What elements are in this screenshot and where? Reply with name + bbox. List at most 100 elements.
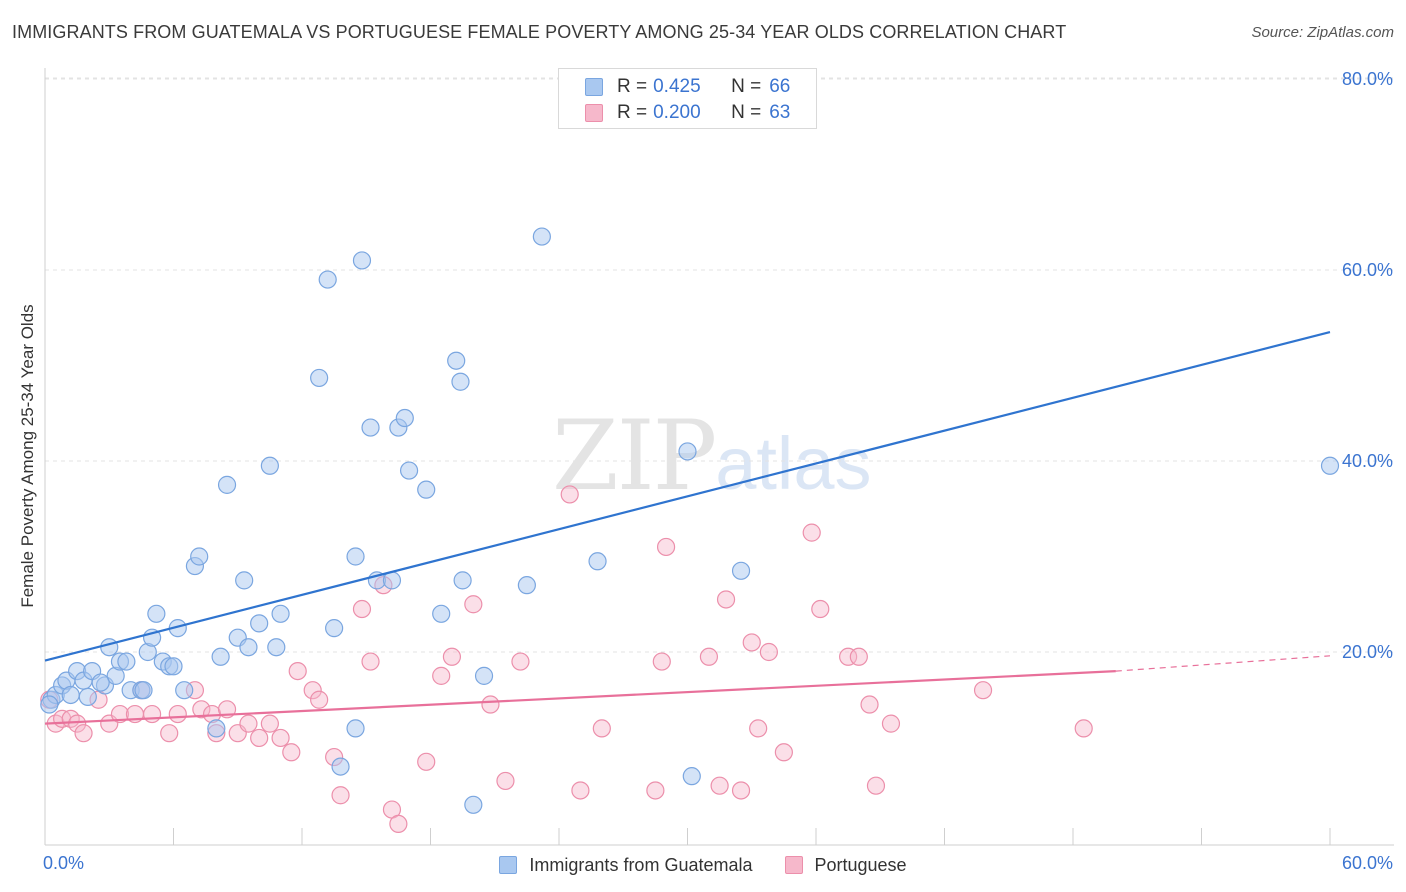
chart-title: IMMIGRANTS FROM GUATEMALA VS PORTUGUESE … [12,22,1067,42]
portuguese-point [442,647,462,666]
guatemala-point [310,368,329,388]
guatemala-point [678,442,697,461]
legend-swatch-portuguese [585,104,603,122]
portuguese-point [282,743,301,762]
guatemala-point [532,227,551,246]
portuguese-point [710,776,729,795]
guatemala-point [352,251,372,270]
guatemala-point [361,418,380,437]
guatemala-point [331,757,350,776]
guatemala-point [432,604,451,623]
portuguese-point [110,704,130,724]
guatemala-point [417,480,436,499]
n-label: N = [731,76,762,97]
legend-item-guatemala[interactable]: Immigrants from Guatemala [499,854,753,876]
guatemala-point [325,619,344,638]
portuguese-point [849,647,868,666]
portuguese-point [571,781,590,800]
portuguese-point [866,776,886,795]
guatemala-point [61,685,80,705]
guatemala-point [117,652,136,671]
guatemala-point [474,666,494,685]
guatemala-point [134,681,153,700]
portuguese-point [271,728,290,748]
guatemala-point [40,695,59,714]
series-legend: Immigrants from Guatemala Portuguese [0,852,1406,878]
guatemala-point [260,456,279,475]
legend-item-portuguese[interactable]: Portuguese [784,854,907,876]
portuguese-point [432,666,451,685]
portuguese-point [331,786,350,805]
guatemala-point [217,475,237,494]
guatemala-point [175,681,194,700]
portuguese-point [260,714,279,733]
portuguese-point [464,595,483,614]
portuguese-point [496,771,515,791]
portuguese-point [310,690,329,709]
legend-row-portuguese: R = 0.200 N = 63 [585,101,790,125]
legend-label-portuguese: Portuguese [814,854,907,875]
watermark: ZIPatlas [552,400,872,512]
portuguese-point [592,719,611,738]
guatemala-point [91,673,110,692]
portuguese-point [656,537,676,557]
legend-label-guatemala: Immigrants from Guatemala [529,854,753,875]
portuguese-point [1074,719,1093,738]
guatemala-point [78,687,97,706]
guatemala-point [399,461,419,480]
n-value: 63 [769,102,791,123]
portuguese-point [303,681,322,700]
portuguese-point [511,652,530,671]
r-value: 0.200 [653,102,701,123]
guatemala-point [211,647,230,666]
portuguese-point [560,485,579,504]
correlation-legend: R = 0.425 N = 66 R = 0.200 N = 63 [558,68,817,129]
guatemala-point [451,372,470,391]
portuguese-point [774,743,793,762]
portuguese-point [652,652,671,671]
y-tick-label: 80.0% [1342,69,1393,89]
portuguese-point [731,781,751,800]
guatemala-trend-line [44,331,1331,662]
guatemala-point [239,638,258,657]
guatemala-point [235,571,254,590]
portuguese-point [239,714,258,733]
portuguese-point [352,599,372,619]
portuguese-point [168,704,187,724]
y-tick-label: 20.0% [1342,642,1393,662]
portuguese-point [802,523,821,542]
guatemala-point [164,657,183,676]
r-label: R = [617,102,648,123]
n-value: 66 [769,76,791,97]
portuguese-trend-line [44,670,1116,725]
r-label: R = [617,76,648,97]
legend-swatch-guatemala [499,856,518,874]
guatemala-point [271,604,290,623]
guatemala-point [267,638,286,657]
portuguese-point [742,633,761,652]
portuguese-point [759,642,778,662]
portuguese-point [68,714,87,733]
guatemala-point [250,614,269,633]
portuguese-point [142,704,162,724]
guatemala-point [588,552,607,571]
guatemala-point [682,767,701,786]
guatemala-point [318,270,337,289]
y-tick-label: 60.0% [1342,260,1393,280]
portuguese-trend-extension [1115,655,1331,672]
guatemala-point [464,795,483,814]
guatemala-point [395,408,414,428]
portuguese-point [389,814,408,834]
guatemala-point [453,571,472,590]
x-tick-label: 60.0% [1342,853,1393,873]
portuguese-point [716,590,736,609]
y-axis-label: Female Poverty Among 25-34 Year Olds [18,304,37,608]
guatemala-point [100,638,119,657]
guatemala-point [207,719,226,738]
portuguese-point [160,724,179,743]
portuguese-point [860,695,879,714]
r-value: 0.425 [653,76,701,97]
portuguese-point [699,647,719,666]
portuguese-point [839,647,858,666]
